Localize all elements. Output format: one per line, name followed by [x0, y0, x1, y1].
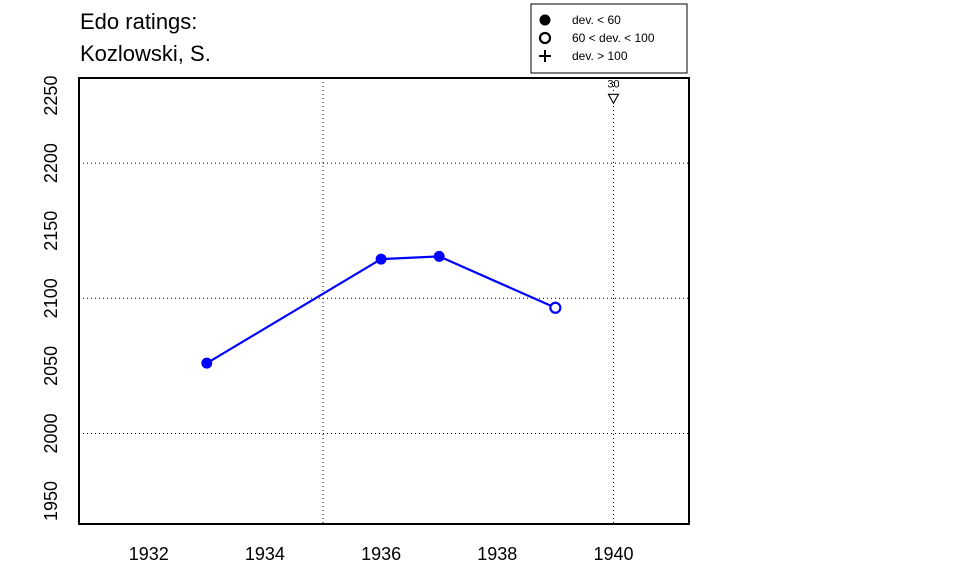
data-point-1939	[549, 301, 562, 314]
x-tick-label-1940: 1940	[593, 544, 633, 564]
annotation-label-0: 30	[607, 78, 619, 90]
y-tick-label-1950: 1950	[41, 481, 61, 521]
chart-title-line-2: Kozlowski, S.	[80, 41, 211, 66]
data-point-1933	[201, 357, 213, 369]
legend-box	[530, 3, 688, 74]
legend-marker-1	[538, 31, 552, 45]
series-line-0	[206, 255, 556, 365]
x-tick-label-1936: 1936	[361, 544, 401, 564]
x-tick-label-1932: 1932	[129, 544, 169, 564]
chart-title-line-1: Edo ratings:	[80, 9, 198, 34]
legend-label-2: dev. > 100	[572, 49, 628, 63]
legend: dev. < 60 60 < dev. < 100 dev. > 100	[530, 3, 688, 74]
legend-label-0: dev. < 60	[572, 13, 621, 27]
y-tick-label-2200: 2200	[41, 143, 61, 183]
legend-marker-2	[539, 50, 551, 62]
annotation-marker-0	[607, 93, 620, 105]
annotation-layer: 30	[607, 78, 620, 105]
x-tick-label-1938: 1938	[477, 544, 517, 564]
x-tick-label-1934: 1934	[245, 544, 285, 564]
series-layer	[201, 250, 562, 369]
y-tick-label-2250: 2250	[41, 76, 61, 116]
data-point-1936	[375, 253, 387, 265]
data-point-1937	[433, 250, 445, 262]
plot-frame	[78, 77, 690, 525]
legend-marker-0	[539, 14, 551, 26]
grid-lines	[79, 78, 689, 524]
y-tick-label-2050: 2050	[41, 346, 61, 386]
legend-label-1: 60 < dev. < 100	[572, 31, 655, 45]
y-tick-label-2100: 2100	[41, 278, 61, 318]
y-tick-label-2150: 2150	[41, 211, 61, 251]
y-tick-label-2000: 2000	[41, 413, 61, 453]
axes: 1932 1934 1936 1938 1940 1950 2000 2050 2100 2150…	[41, 76, 690, 564]
